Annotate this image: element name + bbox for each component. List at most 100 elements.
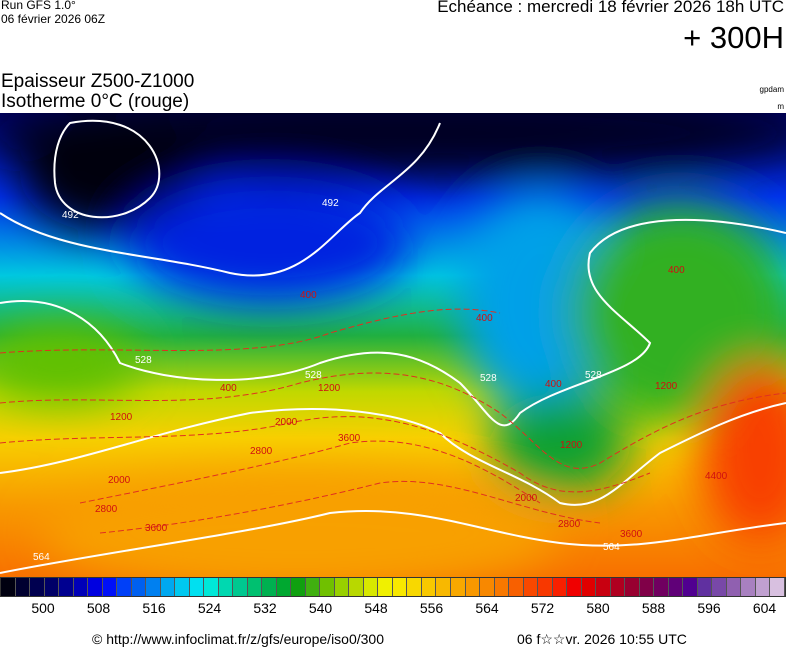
color-swatch (596, 578, 611, 596)
color-swatch (262, 578, 277, 596)
color-swatch (276, 578, 292, 596)
color-swatch (726, 578, 742, 596)
color-swatch (73, 578, 89, 596)
isotherm-0c-label: 4400 (705, 471, 728, 482)
thickness-contour-label: 564 (33, 552, 50, 563)
color-swatch (392, 578, 408, 596)
color-swatch (712, 578, 727, 596)
color-swatch (421, 578, 437, 596)
color-swatch (247, 578, 263, 596)
color-swatch (567, 578, 582, 596)
isotherm-0c-label: 2800 (95, 504, 118, 515)
isotherm-0c-label: 3600 (338, 433, 361, 444)
thickness-contour-label: 564 (603, 542, 620, 553)
color-swatch (741, 578, 756, 596)
isotherm-0c-label: 1200 (318, 383, 341, 394)
color-swatch (44, 578, 60, 596)
color-scale-bar (0, 577, 786, 597)
color-swatch (1, 578, 16, 596)
color-scale-label: 596 (697, 600, 721, 616)
isotherm-0c-label: 1200 (110, 412, 133, 423)
color-swatch (146, 578, 161, 596)
isotherm-0c-label: 2000 (108, 475, 131, 486)
thickness-contour-label: 492 (62, 210, 79, 221)
color-swatch (305, 578, 321, 596)
color-swatch (538, 578, 553, 596)
color-swatch (523, 578, 539, 596)
color-swatch (654, 578, 669, 596)
color-swatch (552, 578, 568, 596)
color-swatch (697, 578, 713, 596)
color-swatch (581, 578, 597, 596)
isotherm-0c-label: 3600 (145, 523, 168, 534)
color-scale-label: 556 (419, 600, 444, 616)
color-swatch (480, 578, 495, 596)
isotherm-0c-label: 400 (300, 290, 317, 301)
isotherm-0c-label: 1200 (560, 440, 583, 451)
color-swatch (639, 578, 655, 596)
color-swatch (770, 578, 785, 596)
color-swatch (509, 578, 524, 596)
color-swatch (755, 578, 771, 596)
isotherm-0c-label: 2800 (250, 446, 273, 457)
isotherm-0c-label: 400 (220, 383, 237, 394)
color-scale-label: 508 (86, 600, 111, 616)
thickness-contour-label: 492 (322, 198, 339, 209)
isotherm-0c-label: 2000 (515, 493, 538, 504)
color-swatch (465, 578, 481, 596)
isotherm-0c-label: 1200 (655, 381, 678, 392)
generation-timestamp: 06 f☆☆vr. 2026 10:55 UTC (517, 631, 687, 647)
forecast-valid-time: Echéance : mercredi 18 février 2026 18h … (437, 0, 784, 16)
color-swatch (218, 578, 234, 596)
color-swatch (683, 578, 698, 596)
map-subtitle: Isotherme 0°C (rouge) (1, 91, 190, 112)
color-swatch (494, 578, 510, 596)
isotherm-0c-label: 400 (476, 313, 493, 324)
color-swatch (334, 578, 350, 596)
color-scale-label: 588 (641, 600, 666, 616)
unit-gpdam: gpdam (759, 85, 784, 94)
color-scale-label: 540 (308, 600, 333, 616)
color-swatch (30, 578, 45, 596)
color-swatch (378, 578, 393, 596)
color-scale-label: 532 (253, 600, 277, 616)
color-swatch (436, 578, 451, 596)
color-scale-label: 564 (475, 600, 499, 616)
color-scale-label: 572 (530, 600, 555, 616)
forecast-lead-time: + 300H (683, 20, 784, 55)
color-swatch (450, 578, 466, 596)
source-url: © http://www.infoclimat.fr/z/gfs/europe/… (92, 631, 385, 647)
color-swatch (88, 578, 103, 596)
isotherm-0c-label: 400 (668, 265, 685, 276)
isotherm-0c-label: 2800 (558, 519, 581, 530)
color-scale-label: 516 (142, 600, 166, 616)
isotherm-0c-label: 3600 (620, 529, 643, 540)
isotherm-0c-label: 2000 (275, 417, 298, 428)
color-scale-label: 500 (31, 600, 55, 616)
color-scale-label: 604 (752, 600, 777, 616)
color-swatch (15, 578, 31, 596)
map-title: Epaisseur Z500-Z1000 (1, 71, 195, 92)
color-swatch (117, 578, 132, 596)
color-swatch (407, 578, 422, 596)
color-swatch (175, 578, 190, 596)
color-swatch (349, 578, 364, 596)
thickness-contour-label: 528 (305, 370, 322, 381)
color-swatch (59, 578, 74, 596)
thickness-contour-label: 528 (480, 373, 497, 384)
isotherm-0c-label: 400 (545, 379, 562, 390)
color-scale-label: 548 (364, 600, 388, 616)
color-swatch (320, 578, 335, 596)
color-swatch (233, 578, 248, 596)
color-swatch (625, 578, 640, 596)
color-swatch (160, 578, 176, 596)
color-swatch (204, 578, 219, 596)
color-scale-label: 524 (197, 600, 222, 616)
unit-m: m (777, 102, 784, 111)
color-swatch (668, 578, 684, 596)
color-swatch (102, 578, 118, 596)
color-swatch (189, 578, 205, 596)
thickness-map: 492 492 528 528 528 528 564 564 400 400 400 400 400 1… (0, 113, 786, 577)
color-swatch (291, 578, 306, 596)
color-swatch (131, 578, 147, 596)
